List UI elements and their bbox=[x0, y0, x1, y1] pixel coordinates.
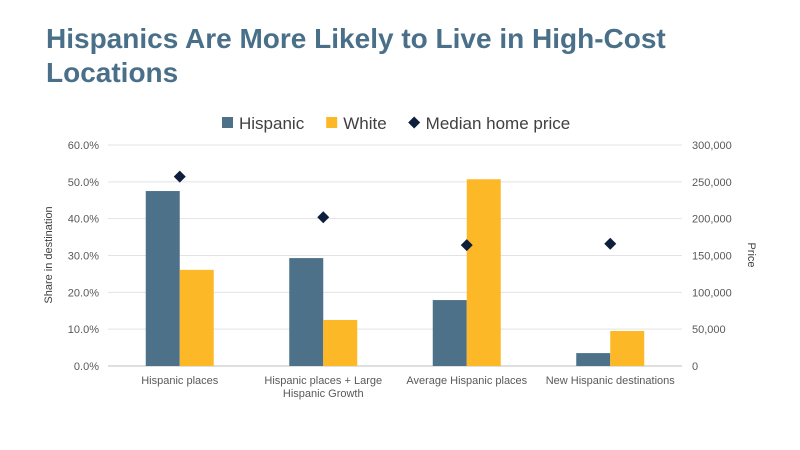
bar-group bbox=[145, 179, 645, 366]
marker-median-home-price bbox=[604, 237, 617, 250]
y-tick-label: 40.0% bbox=[68, 214, 99, 226]
marker-median-home-price bbox=[317, 211, 330, 224]
x-tick-label: Average Hispanic places bbox=[406, 375, 527, 387]
marker-median-home-price bbox=[173, 170, 186, 183]
legend-label: White bbox=[343, 114, 386, 133]
bar-hispanic bbox=[145, 191, 180, 366]
bar-hispanic bbox=[289, 258, 324, 366]
bar-white bbox=[610, 331, 645, 366]
legend-label: Hispanic bbox=[239, 114, 305, 133]
bar-white bbox=[179, 269, 214, 366]
marker-group bbox=[173, 170, 617, 252]
y2-tick-label: 300,000 bbox=[692, 140, 732, 152]
bar-hispanic bbox=[432, 300, 467, 366]
y2-tick-label: 150,000 bbox=[692, 251, 732, 263]
bar-hispanic bbox=[576, 353, 611, 366]
y-axis-title: Share in destination bbox=[43, 206, 55, 303]
x-tick-label: Hispanic places bbox=[141, 375, 219, 387]
y2-axis-title: Price bbox=[745, 242, 757, 267]
y2-tick-label: 50,000 bbox=[692, 324, 726, 336]
y-tick-label: 10.0% bbox=[68, 324, 99, 336]
legend: Hispanic White Median home price bbox=[222, 114, 570, 133]
legend-label: Median home price bbox=[426, 114, 571, 133]
legend-swatch bbox=[222, 117, 233, 128]
category-labels: Hispanic places Hispanic places + Large Hi… bbox=[141, 375, 675, 400]
bar-white bbox=[323, 319, 358, 366]
y-tick-label: 30.0% bbox=[68, 251, 99, 263]
y-tick-label: 50.0% bbox=[68, 177, 99, 189]
y2-tick-label: 250,000 bbox=[692, 177, 732, 189]
x-tick-label: Hispanic places + Large Hispanic Growth bbox=[264, 375, 382, 400]
y2-tick-label: 100,000 bbox=[692, 287, 732, 299]
x-tick-label: New Hispanic destinations bbox=[546, 375, 676, 387]
y2-tick-label: 0 bbox=[692, 361, 698, 373]
tick-labels: 0.0% 0 10.0% 50,000 20.0% 100,000 30.0% 150,000… bbox=[68, 140, 732, 373]
bar-white bbox=[466, 179, 501, 366]
y2-tick-label: 200,000 bbox=[692, 214, 732, 226]
slide-title: Hispanics Are More Likely to Live in Hig… bbox=[46, 23, 666, 88]
y-tick-label: 60.0% bbox=[68, 140, 99, 152]
y-tick-label: 20.0% bbox=[68, 287, 99, 299]
y-tick-label: 0.0% bbox=[74, 361, 99, 373]
legend-swatch bbox=[326, 117, 338, 128]
marker-median-home-price bbox=[460, 239, 473, 252]
legend-swatch bbox=[408, 116, 421, 129]
